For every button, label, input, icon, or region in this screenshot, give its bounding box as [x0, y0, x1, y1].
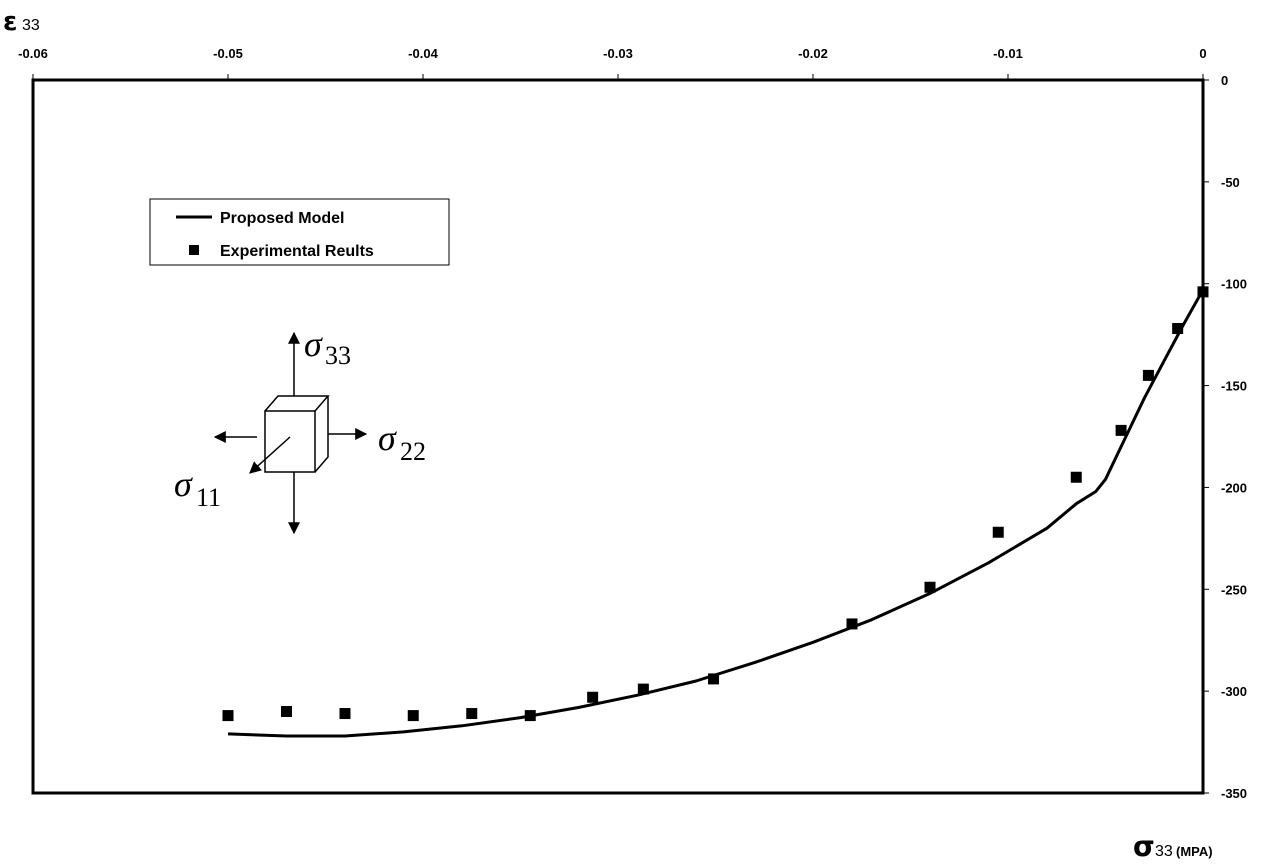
experimental-point — [1115, 424, 1127, 436]
x-tick-label: -0.06 — [18, 46, 48, 61]
y-tick-label: 0 — [1221, 73, 1228, 88]
x-tick-label: -0.01 — [993, 46, 1023, 61]
series-proposed-model — [227, 289, 1205, 738]
experimental-point — [992, 526, 1004, 538]
model-line — [227, 289, 1205, 738]
experimental-point — [1172, 323, 1184, 335]
cube-top — [264, 395, 330, 412]
x-tick-label: -0.02 — [798, 46, 828, 61]
x-axis-title-sub: 33 — [22, 17, 40, 34]
cube-side — [314, 396, 329, 473]
experimental-point — [587, 691, 599, 703]
inset-label-s33-sym: σ — [304, 324, 323, 364]
inset-label-s22: σ 22 — [378, 418, 426, 466]
y-tick-label: -300 — [1221, 684, 1247, 699]
y-tick-label: -100 — [1221, 277, 1247, 292]
experimental-point — [222, 710, 234, 722]
legend-marker-swatch — [189, 245, 199, 255]
x-axis-title-symbol: ε — [3, 7, 17, 37]
stress-cube-diagram — [213, 331, 368, 535]
inset-label-s11: σ 11 — [174, 464, 221, 512]
series-experimental-results — [222, 286, 1209, 722]
y-tick-label: -250 — [1221, 582, 1247, 597]
inset-label-s22-sym: σ — [378, 418, 397, 458]
experimental-point — [708, 673, 720, 685]
y-axis-title-symbol: σ — [1133, 830, 1155, 863]
inset-label-s22-sub: 22 — [400, 437, 426, 466]
experimental-point — [281, 706, 292, 718]
experimental-point — [1070, 471, 1082, 483]
y-axis-ticks: 0 -50 -100 -150 -200 -250 -300 -350 — [1203, 73, 1247, 801]
inset-label-s11-sub: 11 — [196, 483, 221, 512]
experimental-point — [1197, 286, 1209, 298]
y-axis-title-sub: 33 — [1155, 843, 1173, 860]
cube-front — [264, 410, 316, 473]
experimental-point — [1142, 369, 1154, 381]
y-axis-title: σ 33 (MPA) — [1133, 830, 1213, 863]
y-tick-label: -50 — [1221, 175, 1240, 190]
y-axis-title-unit: (MPA) — [1176, 844, 1213, 859]
legend: Proposed Model Experimental Reults — [149, 198, 450, 266]
x-axis-ticks: -0.06 -0.05 -0.04 -0.03 -0.02 -0.01 0 — [18, 46, 1207, 80]
experimental-point — [846, 618, 858, 630]
x-tick-label: 0 — [1199, 46, 1206, 61]
arrow-diagonal — [249, 436, 291, 474]
experimental-point — [407, 710, 419, 722]
y-tick-label: -350 — [1221, 786, 1247, 801]
x-tick-label: -0.03 — [603, 46, 633, 61]
y-tick-label: -150 — [1221, 379, 1247, 394]
experimental-point — [466, 708, 478, 720]
inset-label-s33: σ 33 — [304, 324, 351, 370]
plot-frame — [31, 78, 1205, 795]
inset-label-s11-sym: σ — [174, 464, 193, 504]
experimental-point — [637, 683, 649, 695]
inset-label-s33-sub: 33 — [325, 341, 351, 370]
x-tick-label: -0.05 — [213, 46, 243, 61]
legend-label-proposed-model: Proposed Model — [220, 210, 344, 227]
x-tick-label: -0.04 — [408, 46, 438, 61]
experimental-point — [924, 581, 936, 593]
legend-label-experimental-results: Experimental Reults — [220, 243, 374, 260]
legend-box — [149, 198, 450, 266]
y-tick-label: -200 — [1221, 480, 1247, 495]
x-axis-title: ε 33 — [3, 7, 40, 37]
experimental-point — [524, 710, 536, 722]
experimental-point — [339, 708, 351, 720]
